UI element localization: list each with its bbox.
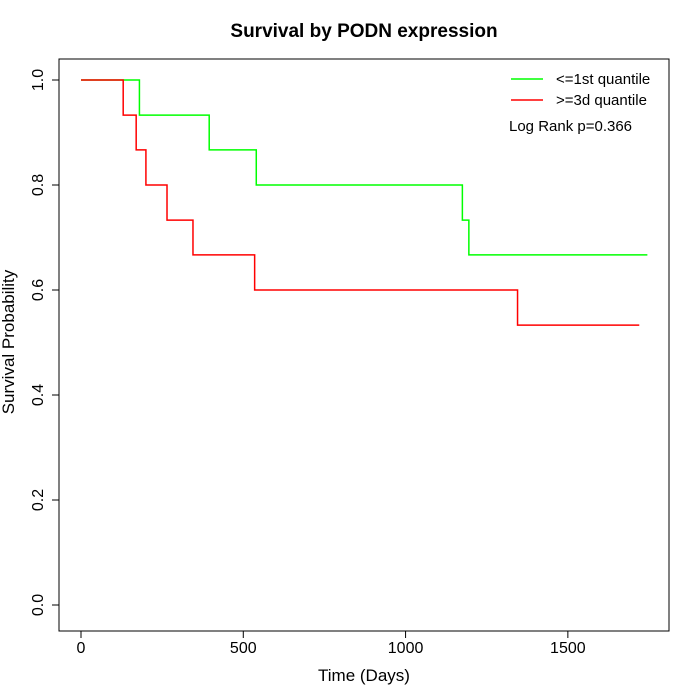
series-line-high-quantile [81, 79, 640, 326]
series-line-low-quantile [81, 79, 648, 256]
x-axis-label: Time (Days) [318, 666, 410, 685]
series-lines [81, 79, 648, 326]
legend: <=1st quantile >=3d quantile [511, 71, 650, 109]
x-tick-label: 500 [230, 640, 257, 657]
y-tick-label: 0.2 [30, 489, 47, 511]
x-tick-label: 1500 [550, 640, 586, 657]
y-tick-label: 0.6 [30, 279, 47, 301]
plot-frame [58, 58, 670, 632]
log-rank-annotation: Log Rank p=0.366 [509, 118, 632, 135]
x-tick-label: 1000 [388, 640, 424, 657]
y-tick-label: 0.0 [30, 594, 47, 616]
legend-label: <=1st quantile [556, 71, 650, 88]
y-tick-label: 1.0 [30, 69, 47, 91]
x-tick-label: 0 [77, 640, 86, 657]
legend-label: >=3d quantile [556, 92, 647, 109]
y-axis-label: Survival Probability [0, 269, 18, 414]
y-tick-label: 0.4 [30, 384, 47, 406]
y-tick-label: 0.8 [30, 174, 47, 196]
chart-title: Survival by PODN expression [230, 21, 497, 42]
axes: 0 500 1000 1500 0.0 0.2 0.4 0.6 0.8 1.0 [30, 69, 586, 657]
